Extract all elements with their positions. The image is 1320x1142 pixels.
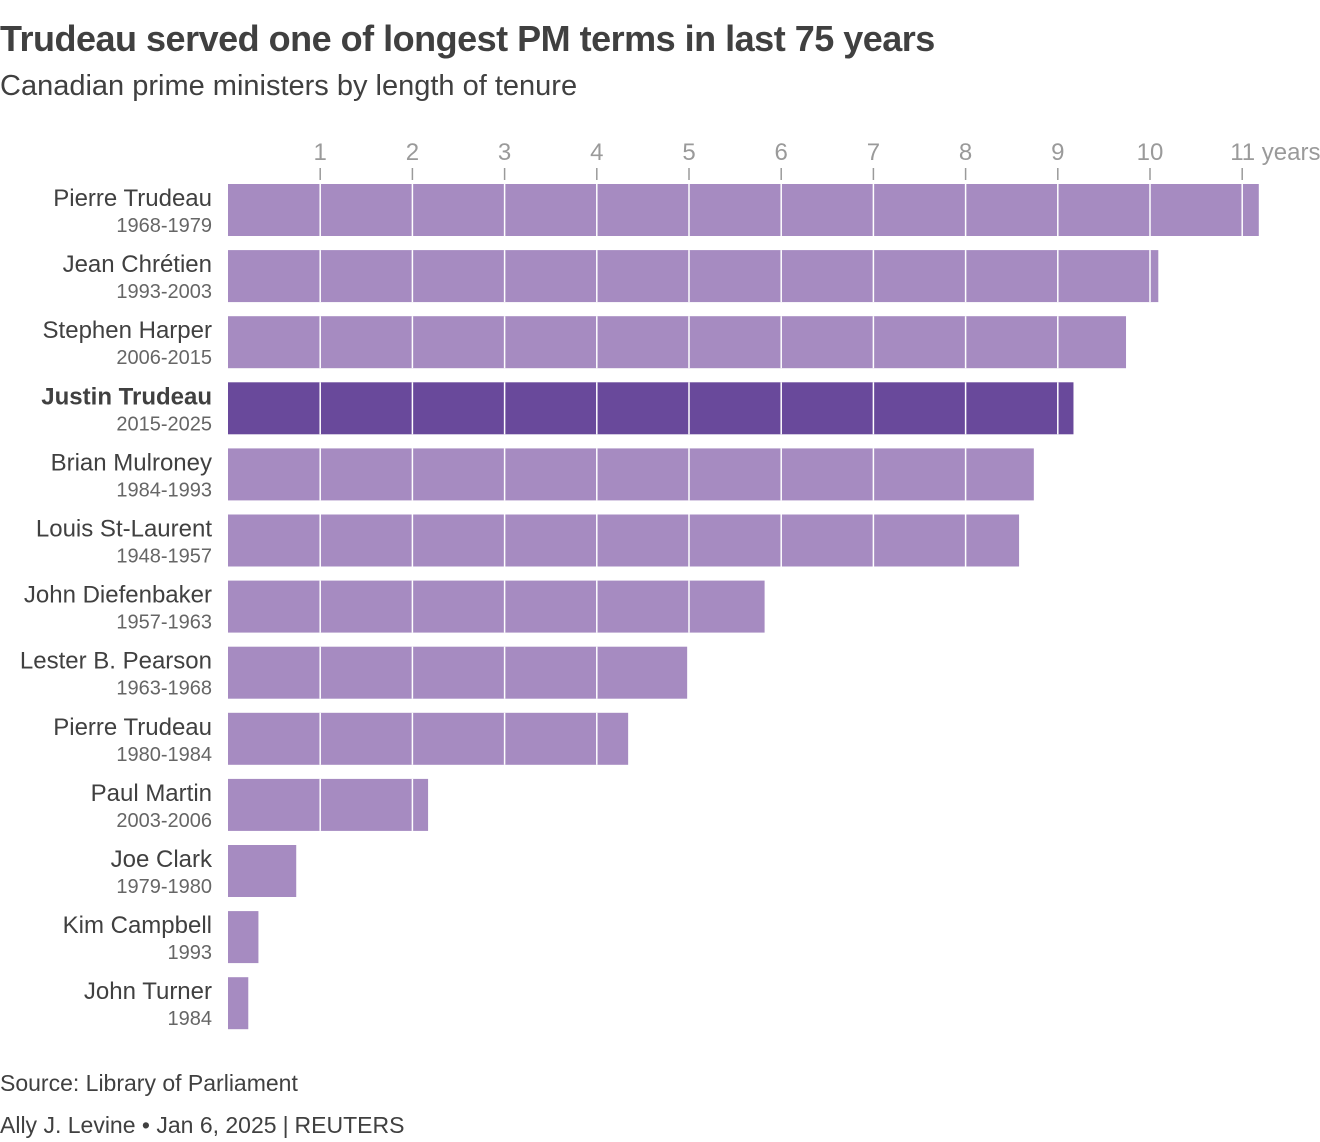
x-tick-label: 11 years (1230, 139, 1320, 166)
author-date: Ally J. Levine • Jan 6, 2025 (0, 1112, 277, 1138)
bar-category-name: John Diefenbaker (24, 582, 212, 609)
bar (228, 845, 297, 897)
bar-category-name: Justin Trudeau (41, 383, 212, 410)
bar (228, 778, 429, 831)
bar (228, 712, 629, 765)
bar-category-name: John Turner (84, 978, 212, 1005)
bar-category-name: Stephen Harper (43, 317, 212, 344)
bar-category-name: Lester B. Pearson (20, 648, 212, 675)
bar (228, 316, 1127, 369)
x-tick-label: 10 (1137, 139, 1164, 166)
bar-category-years: 1984-1993 (116, 479, 212, 501)
bar-category-name: Pierre Trudeau (53, 185, 212, 212)
x-tick-label: 2 (406, 139, 419, 166)
bar (228, 448, 1034, 501)
x-tick-label: 1 (314, 139, 327, 166)
credit-line: Ally J. Levine • Jan 6, 2025 | REUTERS (0, 1112, 404, 1139)
x-tick-label: 8 (959, 139, 972, 166)
bar-category-years: 1980-1984 (116, 744, 212, 766)
bar-category-years: 1993 (168, 942, 213, 964)
bar-category-name: Pierre Trudeau (53, 714, 212, 741)
bar-category-years: 1963-1968 (116, 678, 212, 700)
bar (228, 184, 1259, 236)
chart-subtitle: Canadian prime ministers by length of te… (0, 70, 578, 102)
x-tick-label: 5 (682, 139, 695, 166)
agency-name: REUTERS (294, 1112, 405, 1138)
bar-category-years: 1993-2003 (116, 281, 212, 303)
bar-category-name: Joe Clark (111, 846, 213, 873)
bar-category-name: Louis St-Laurent (36, 516, 212, 543)
bar-category-years: 1968-1979 (116, 215, 212, 237)
x-tick-label: 7 (867, 139, 880, 166)
chart-title: Trudeau served one of longest PM terms i… (0, 18, 935, 59)
bar (228, 250, 1159, 303)
bar (228, 580, 765, 633)
bar-category-name: Brian Mulroney (51, 449, 212, 476)
bar (228, 646, 688, 699)
bar (228, 977, 249, 1030)
bar (228, 514, 1020, 567)
bar-category-years: 1984 (168, 1008, 213, 1030)
x-tick-label: 3 (498, 139, 511, 166)
x-tick-label: 9 (1051, 139, 1064, 166)
x-tick-label: 6 (775, 139, 788, 166)
source-note: Source: Library of Parliament (0, 1070, 298, 1096)
bar-category-years: 2006-2015 (116, 347, 212, 369)
bar-chart: 1 2 3 4 5 6 7 8 9 10 11 years Pierre Trudeau 1968-19… (20, 139, 1320, 1030)
credit-separator: | (282, 1112, 289, 1138)
bar-category-years: 1948-1957 (116, 546, 212, 568)
x-tick-label: 4 (590, 139, 603, 166)
bar-category-years: 2015-2025 (116, 413, 212, 435)
bar-category-years: 1957-1963 (116, 612, 212, 634)
bar-category-years: 1979-1980 (116, 876, 212, 898)
bar-category-name: Jean Chrétien (63, 251, 212, 278)
bar-highlight (228, 382, 1074, 435)
bar-category-name: Paul Martin (91, 780, 212, 807)
bar-category-years: 2003-2006 (116, 810, 212, 832)
bar (228, 911, 259, 964)
bar-category-name: Kim Campbell (63, 912, 212, 939)
